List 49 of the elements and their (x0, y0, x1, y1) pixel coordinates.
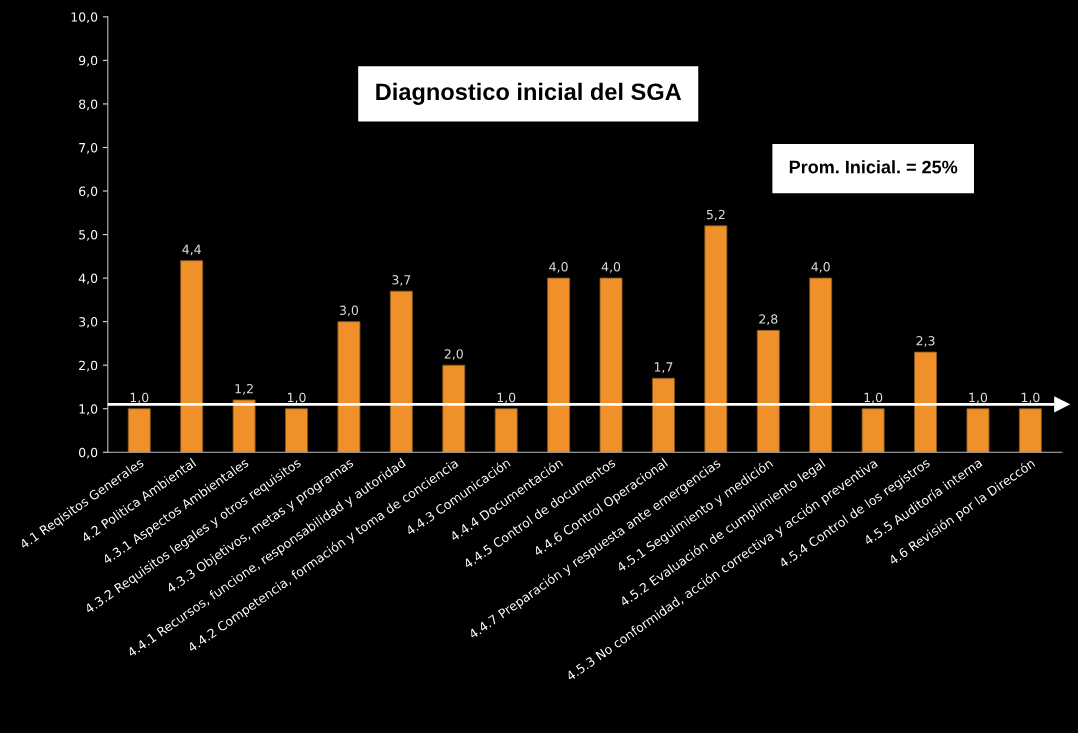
bar (809, 277, 833, 453)
data-label: 1,7 (654, 362, 673, 373)
text: Diagnostico inicial del SGA (376, 82, 682, 105)
bar (861, 408, 885, 453)
bar (494, 408, 518, 453)
data-label: 4,0 (811, 262, 830, 273)
data-label: 2,3 (916, 336, 935, 347)
data-label: 4,4 (182, 244, 201, 256)
y-tick-label: 0,0 (79, 447, 98, 459)
data-label: 4,0 (601, 262, 621, 273)
bar (966, 408, 990, 453)
data-label: 5,2 (706, 209, 725, 221)
data-label: 1,0 (287, 392, 306, 404)
data-label: 2,0 (444, 349, 463, 360)
bar (599, 277, 623, 453)
data-label: 1,0 (864, 392, 883, 404)
data-label: 2,8 (759, 314, 778, 326)
bar (285, 408, 308, 453)
y-tick-label: 8,0 (79, 99, 98, 111)
data-label: 1,0 (497, 392, 516, 404)
y-tick-label: 2,0 (79, 360, 98, 372)
bar (756, 329, 780, 453)
data-label: 1,2 (235, 383, 253, 395)
data-label: 1,0 (969, 392, 988, 404)
y-tick-label: 6,0 (79, 186, 98, 198)
y-tick-label: 7,0 (79, 142, 98, 154)
bar (337, 321, 361, 453)
data-label: 3,0 (339, 305, 359, 317)
y-tick-label: 5,0 (79, 230, 98, 241)
y-tick-label: 1,0 (79, 404, 98, 415)
bar (442, 364, 466, 453)
data-label: 4,0 (549, 262, 568, 273)
bar (389, 290, 413, 453)
bar (127, 408, 151, 453)
bar (180, 260, 204, 453)
y-tick-label: 4,0 (78, 273, 98, 285)
y-tick-label: 3,0 (79, 317, 98, 328)
data-label: 1,0 (1021, 392, 1040, 404)
bar (704, 225, 728, 453)
y-tick-label: 9,0 (78, 55, 98, 67)
y-tick-label: 10,0 (71, 12, 98, 24)
annotation: Prom. Inicial. = 25% (789, 160, 958, 174)
bar (1018, 408, 1042, 453)
bar (232, 399, 256, 453)
data-label: 3,7 (392, 275, 411, 286)
bar (547, 277, 571, 453)
bar (652, 377, 675, 453)
bar (914, 351, 937, 453)
data-label: 1,0 (130, 392, 149, 404)
